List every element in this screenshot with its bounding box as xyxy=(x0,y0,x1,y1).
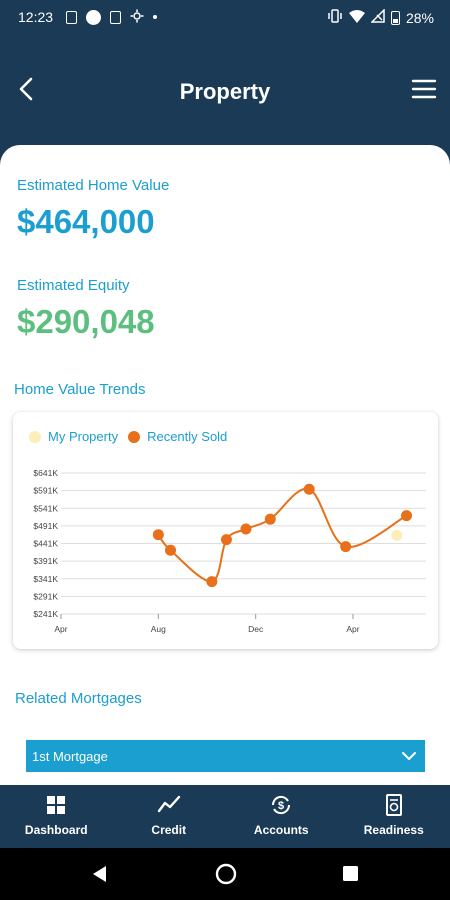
dashboard-icon xyxy=(47,796,66,814)
system-back-icon xyxy=(93,866,106,882)
back-arrow-icon xyxy=(19,77,33,101)
chevron-down-icon xyxy=(402,752,416,760)
recently-sold-point xyxy=(152,529,164,541)
home-value-trend-chart: $241K $291K $341K $391K $441K $491K $541K $591K… xyxy=(33,468,426,634)
equity-value: $290,048 xyxy=(17,303,155,340)
home-value: $464,000 xyxy=(17,203,155,240)
nav-dashboard-label: Dashboard xyxy=(24,823,88,837)
home-value-chart-card: My Property Recently Sold $241K $291K $341… xyxy=(13,412,438,649)
credit-trend-icon xyxy=(157,795,180,813)
vibrate-icon xyxy=(327,9,343,26)
recently-sold-point xyxy=(340,541,352,553)
home-value-trends-title: Home Value Trends xyxy=(14,381,146,398)
y-tick-label: $441K xyxy=(33,539,58,549)
system-recents-button[interactable] xyxy=(342,865,359,887)
y-tick-label: $541K xyxy=(33,503,58,513)
settings-icon xyxy=(130,9,144,26)
status-right: 28% xyxy=(327,8,434,26)
system-home-icon xyxy=(215,863,237,885)
notification-b-icon xyxy=(110,10,121,24)
battery-icon xyxy=(390,10,400,25)
property-content: Estimated Home Value $464,000 Estimated … xyxy=(0,145,450,785)
system-navigation-bar xyxy=(0,848,450,900)
readiness-document-icon xyxy=(385,794,402,816)
mortgage-select-value: 1st Mortgage xyxy=(32,748,108,764)
status-bar: 12:23 28% xyxy=(0,0,450,34)
legend-my-property[interactable]: My Property xyxy=(29,429,118,444)
menu-button[interactable] xyxy=(411,78,437,100)
recently-sold-point xyxy=(220,534,232,546)
notification-circle-icon xyxy=(86,9,101,25)
svg-text:$: $ xyxy=(278,800,284,812)
legend-recently-sold[interactable]: Recently Sold xyxy=(128,429,227,444)
system-home-button[interactable] xyxy=(215,863,237,890)
recently-sold-point xyxy=(401,510,413,522)
system-back-button[interactable] xyxy=(90,864,108,889)
recently-sold-point xyxy=(206,576,218,588)
y-tick-label: $291K xyxy=(33,591,58,601)
x-tick-label: Apr xyxy=(346,624,359,634)
recently-sold-point xyxy=(303,483,315,495)
y-tick-label: $341K xyxy=(33,574,58,584)
y-tick-label: $241K xyxy=(33,609,58,619)
nav-accounts-label: Accounts xyxy=(253,823,309,837)
legend-my-property-label: My Property xyxy=(48,429,119,444)
y-tick-label: $641K xyxy=(33,468,58,478)
x-tick-label: Dec xyxy=(248,624,264,634)
equity-label: Estimated Equity xyxy=(17,277,130,294)
signal-icon xyxy=(370,8,385,26)
my-property-point xyxy=(391,529,403,541)
notification-app-icon xyxy=(66,10,77,24)
more-notifications-dot-icon xyxy=(153,15,157,19)
bottom-navigation: Dashboard Credit $ Accounts Readiness xyxy=(0,785,450,848)
battery-percent: 28% xyxy=(405,9,434,26)
related-mortgages-title: Related Mortgages xyxy=(15,690,142,707)
hamburger-menu-icon xyxy=(411,79,437,99)
y-tick-label: $391K xyxy=(33,556,58,566)
nav-dashboard[interactable]: Dashboard xyxy=(0,785,113,848)
page-title: Property xyxy=(179,79,271,104)
nav-readiness[interactable]: Readiness xyxy=(338,785,450,848)
recently-sold-point xyxy=(165,544,176,556)
nav-readiness-label: Readiness xyxy=(363,823,424,837)
y-tick-label: $491K xyxy=(33,521,58,531)
system-recents-icon xyxy=(343,866,358,881)
x-tick-label: Aug xyxy=(151,624,166,634)
recently-sold-line xyxy=(157,487,408,583)
legend-recently-sold-label: Recently Sold xyxy=(147,429,228,444)
x-tick-label: Apr xyxy=(54,624,67,634)
wifi-icon xyxy=(348,9,365,26)
home-value-label: Estimated Home Value xyxy=(17,177,170,194)
legend-my-property-dot xyxy=(29,430,41,443)
nav-credit[interactable]: Credit xyxy=(113,785,226,848)
y-tick-label: $591K xyxy=(33,486,58,496)
status-time: 12:23 xyxy=(18,9,54,25)
back-button[interactable] xyxy=(14,74,40,104)
nav-accounts[interactable]: $ Accounts xyxy=(225,785,338,848)
app-header: Property xyxy=(0,34,450,146)
legend-recently-sold-dot xyxy=(128,430,141,443)
recently-sold-point xyxy=(240,523,252,535)
recently-sold-point xyxy=(264,513,276,525)
notification-icons xyxy=(66,9,157,25)
nav-credit-label: Credit xyxy=(151,823,187,837)
chart-legend: My Property Recently Sold xyxy=(29,429,237,444)
accounts-dollar-icon: $ xyxy=(272,795,291,815)
mortgage-select[interactable]: 1st Mortgage xyxy=(26,740,425,772)
